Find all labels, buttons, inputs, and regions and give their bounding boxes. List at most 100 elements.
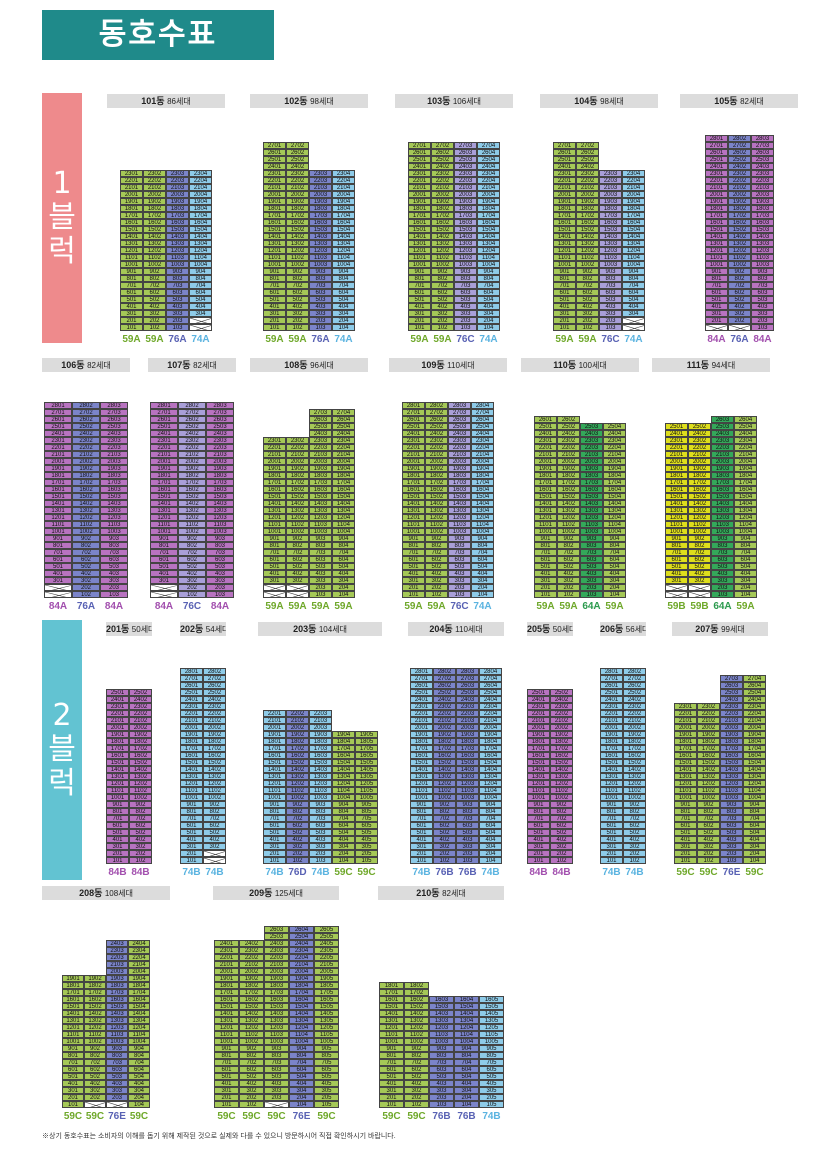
unit-cell: 1701 <box>214 989 239 996</box>
unit-cell: 2201 <box>402 444 425 451</box>
unit-cell: 2002 <box>286 724 309 731</box>
unit-cell: 1002 <box>239 1038 264 1045</box>
unit-cell: 2104 <box>743 717 766 724</box>
unit-cell: 1003 <box>166 261 189 268</box>
unit-cell: 1301 <box>150 507 178 514</box>
unit-cell: 501 <box>263 829 286 836</box>
unit-cell: 101 <box>553 324 576 331</box>
unit-cell: 2301 <box>120 170 143 177</box>
unit-cell: 2104 <box>477 184 500 191</box>
unit-cell: 1701 <box>534 479 557 486</box>
unit-cell: 1702 <box>728 212 751 219</box>
unit-cell: 2101 <box>408 184 431 191</box>
unit-cell: 1002 <box>433 794 456 801</box>
unit-cell: 402 <box>425 570 448 577</box>
unit-cell: 1101 <box>44 521 72 528</box>
unit-cell: 2004 <box>603 458 626 465</box>
unit-cell: 902 <box>239 1045 264 1052</box>
unit-cell: 601 <box>534 556 557 563</box>
empty-unit <box>44 591 72 598</box>
unit-cell: 1203 <box>751 247 774 254</box>
unit-cell: 1904 <box>743 731 766 738</box>
unit-cell: 1504 <box>454 1003 479 1010</box>
unit-cell: 2202 <box>431 177 454 184</box>
unit-cell: 1102 <box>286 254 309 261</box>
unit-cell: 702 <box>129 815 152 822</box>
unit-cell: 1104 <box>289 1031 314 1038</box>
unit-cell: 1301 <box>214 1017 239 1024</box>
unit-cell: 1404 <box>332 766 355 773</box>
unit-cell: 1801 <box>263 738 286 745</box>
unit-cell: 602 <box>431 289 454 296</box>
unit-cell: 2203 <box>580 444 603 451</box>
unit-cell: 1404 <box>622 233 645 240</box>
unit-cell: 701 <box>705 282 728 289</box>
unit-cell: 401 <box>600 836 623 843</box>
unit-cell: 404 <box>189 303 212 310</box>
unit-type-label: 59A <box>559 601 578 612</box>
unit-cell: 1604 <box>332 486 355 493</box>
unit-cell: 1203 <box>599 247 622 254</box>
unit-cell: 1702 <box>129 745 152 752</box>
unit-cell: 603 <box>711 556 734 563</box>
unit-cell: 1602 <box>728 219 751 226</box>
unit-cell: 1703 <box>309 212 332 219</box>
unit-cell: 1201 <box>214 1024 239 1031</box>
unit-cell: 701 <box>44 549 72 556</box>
unit-cell: 1102 <box>557 521 580 528</box>
unit-cell: 2801 <box>150 402 178 409</box>
unit-cell: 2402 <box>728 163 751 170</box>
unit-cell: 204 <box>289 1094 314 1101</box>
unit-cell: 2101 <box>410 717 433 724</box>
unit-cell: 2002 <box>203 724 226 731</box>
unit-cell: 602 <box>203 822 226 829</box>
unit-cell: 701 <box>553 282 576 289</box>
unit-cell: 202 <box>576 317 599 324</box>
unit-cell: 602 <box>143 289 166 296</box>
unit-cell: 503 <box>206 563 234 570</box>
unit-cell: 902 <box>143 268 166 275</box>
unit-cell: 2503 <box>309 423 332 430</box>
unit-cell: 1402 <box>203 766 226 773</box>
unit-cell: 2304 <box>189 170 212 177</box>
unit-cell: 401 <box>553 303 576 310</box>
unit-cell: 1802 <box>178 472 206 479</box>
unit-cell: 1904 <box>734 465 757 472</box>
unit-cell: 2603 <box>100 416 128 423</box>
unit-cell: 1201 <box>120 247 143 254</box>
unit-cell: 701 <box>263 549 286 556</box>
unit-cell: 801 <box>106 808 129 815</box>
unit-cell: 2404 <box>289 940 314 947</box>
unit-cell: 402 <box>404 1080 429 1087</box>
unit-cell: 2304 <box>622 170 645 177</box>
unit-type-label: 76C <box>456 334 475 345</box>
unit-cell: 1403 <box>580 500 603 507</box>
unit-cell: 1401 <box>379 1010 404 1017</box>
unit-cell: 2004 <box>332 191 355 198</box>
unit-cell: 905 <box>355 801 378 808</box>
unit-cell: 802 <box>623 808 646 815</box>
unit-cell: 1401 <box>600 766 623 773</box>
unit-cell: 1203 <box>106 1024 128 1031</box>
unit-cell: 2103 <box>454 184 477 191</box>
unit-type-label: 59A <box>288 601 307 612</box>
unit-cell: 2401 <box>263 163 286 170</box>
unit-type-label: 59A <box>145 334 164 345</box>
unit-cell: 1102 <box>84 1031 106 1038</box>
unit-cell: 402 <box>697 836 720 843</box>
unit-cell: 904 <box>454 1045 479 1052</box>
unit-cell: 2103 <box>599 184 622 191</box>
unit-cell: 104 <box>332 324 355 331</box>
building-name: 101동 <box>141 96 168 106</box>
unit-cell: 1504 <box>734 493 757 500</box>
unit-cell: 2301 <box>263 437 286 444</box>
unit-type-label: 76A <box>730 334 749 345</box>
unit-cell: 901 <box>62 1045 84 1052</box>
unit-cell: 2401 <box>106 696 129 703</box>
unit-cell: 301 <box>402 577 425 584</box>
unit-cell: 1701 <box>553 212 576 219</box>
unit-cell: 1403 <box>206 500 234 507</box>
unit-cell: 2302 <box>143 170 166 177</box>
unit-cell: 2102 <box>550 717 573 724</box>
unit-cell: 2401 <box>553 163 576 170</box>
